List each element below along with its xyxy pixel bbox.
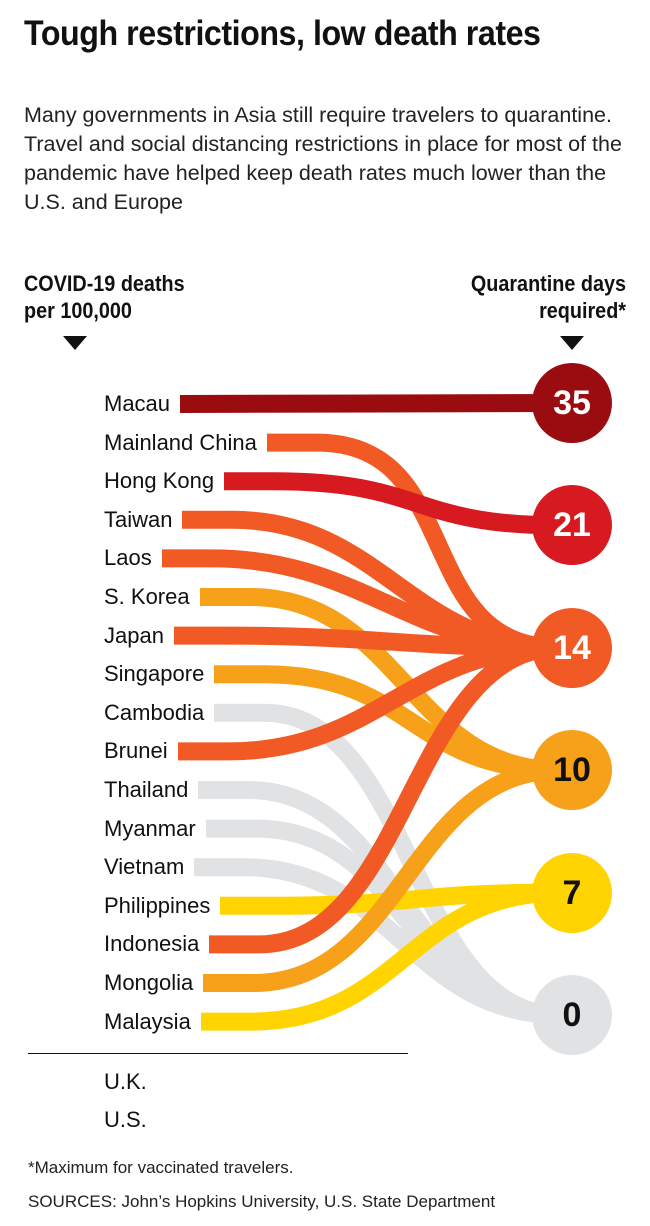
flow-line-hong-kong — [224, 472, 561, 535]
flow-line-indonesia — [209, 638, 561, 954]
flow-line-vietnam — [194, 858, 561, 1024]
divider — [28, 1053, 408, 1054]
flow-line-malaysia — [201, 883, 561, 1031]
country-label: U.K. — [104, 1069, 147, 1094]
country-label: Mainland China — [104, 429, 257, 455]
country-label: Malaysia — [104, 1008, 191, 1034]
country-label: S. Korea — [104, 584, 190, 609]
country-label: Philippines — [104, 892, 211, 918]
quarantine-circle-10: 10 — [532, 730, 612, 811]
chart-subtitle: Many governments in Asia still require t… — [24, 103, 622, 214]
country-label: U.S. — [104, 1107, 147, 1132]
quarantine-circle-0: 0 — [532, 975, 612, 1055]
country-label: Mongolia — [104, 970, 194, 995]
quarantine-circle-21: 21 — [532, 485, 612, 566]
country-label: Singapore — [104, 661, 205, 687]
country-label: Macau — [104, 391, 171, 416]
down-arrow-icon — [560, 336, 584, 350]
sources: SOURCES: John’s Hopkins University, U.S.… — [28, 1192, 496, 1211]
left-axis-label: COVID-19 deaths per 100,000 — [24, 271, 185, 323]
flow-line-singapore — [214, 665, 561, 780]
country-label: Taiwan — [104, 506, 173, 532]
quarantine-circle-14: 14 — [532, 607, 612, 688]
country-label: Japan — [104, 622, 164, 648]
footnote: *Maximum for vaccinated travelers. — [28, 1158, 294, 1177]
country-label: Indonesia — [104, 931, 200, 957]
country-label: Laos — [104, 545, 152, 571]
flow-line-macau — [179, 394, 561, 413]
flow-line-brunei — [178, 638, 561, 761]
flow-line-mongolia — [203, 761, 561, 992]
country-label: Hong Kong — [104, 468, 215, 494]
country-label: Brunei — [104, 738, 168, 764]
country-label: Thailand — [104, 777, 189, 802]
country-label: Cambodia — [104, 699, 205, 725]
right-axis-label: Quarantine days required* — [470, 271, 626, 323]
chart-title: Tough restrictions, low death rates — [24, 14, 541, 53]
country-label: Myanmar — [104, 815, 196, 841]
quarantine-circle-7: 7 — [532, 852, 612, 933]
quarantine-circle-35: 35 — [532, 363, 612, 443]
down-arrow-icon — [63, 336, 87, 350]
country-label: Vietnam — [104, 854, 185, 880]
